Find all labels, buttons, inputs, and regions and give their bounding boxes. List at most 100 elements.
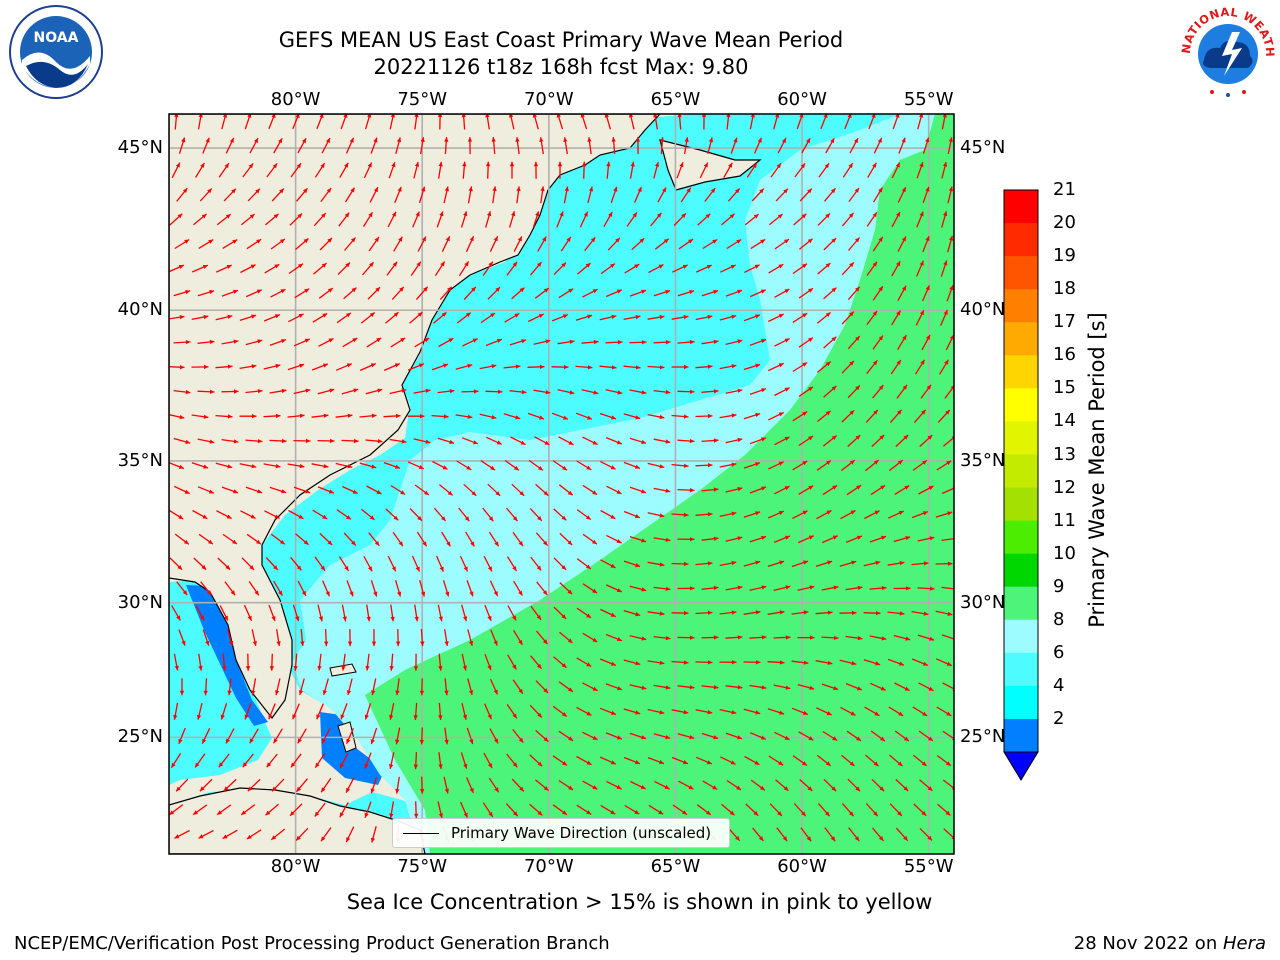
wave-vector (438, 484, 454, 496)
wave-vector (678, 780, 694, 790)
wave-vector (797, 683, 815, 690)
wave-vector (922, 235, 930, 253)
wave-vector (677, 114, 682, 130)
wave-vector (438, 337, 454, 348)
wave-vector (273, 728, 283, 744)
wave-vector (672, 264, 688, 273)
wave-vector (916, 260, 924, 277)
wave-vector (413, 161, 420, 179)
wave-vector (444, 678, 449, 696)
wave-vector (221, 438, 239, 444)
wave-vector (823, 287, 837, 300)
lon-label-bottom: 65°W (650, 856, 701, 877)
wave-vector (653, 635, 671, 641)
wave-vector (605, 732, 623, 740)
wave-vector (345, 777, 355, 793)
wave-vector (482, 261, 494, 276)
wave-vector (339, 802, 349, 818)
wave-vector (506, 261, 518, 276)
wave-vector (823, 336, 837, 349)
wave-vector (359, 363, 377, 371)
wave-vector (870, 682, 886, 691)
wave-vector (623, 413, 641, 420)
wave-vector (575, 412, 593, 420)
wave-vector (701, 289, 719, 297)
wave-vector (191, 462, 209, 469)
wave-vector (701, 585, 719, 591)
wave-vector (360, 508, 376, 521)
wave-vector (888, 459, 904, 472)
wave-vector (251, 678, 257, 696)
wave-vector (653, 289, 671, 297)
wave-vector (300, 629, 305, 647)
wave-vector (311, 363, 329, 371)
wave-vector (677, 339, 695, 345)
wave-vector (314, 753, 326, 769)
colorbar-tick: 6 (1053, 641, 1065, 663)
wave-vector (563, 137, 568, 155)
colorbar-segment (1004, 388, 1038, 422)
lon-label-top: 70°W (523, 89, 574, 110)
wave-vector (839, 560, 857, 567)
wave-vector (743, 511, 761, 518)
wave-vector (480, 312, 496, 324)
wave-vector (503, 413, 521, 420)
wave-vector (623, 708, 641, 715)
wave-vector (888, 510, 904, 519)
wave-vector (437, 801, 443, 819)
wave-vector (839, 659, 857, 666)
wave-vector (287, 463, 305, 469)
wave-vector (456, 460, 472, 471)
wave-vector (821, 535, 839, 544)
wave-vector (725, 732, 743, 740)
legend-line-icon (403, 832, 439, 834)
wave-vector (919, 827, 933, 841)
wave-vector (248, 581, 260, 596)
wave-vector (749, 437, 767, 445)
wave-vector (823, 385, 837, 398)
colorbar-tick: 12 (1053, 476, 1076, 498)
wave-vector (576, 509, 592, 521)
wave-vector (342, 337, 358, 348)
wave-vector (869, 585, 887, 591)
wave-vector (528, 459, 544, 471)
wave-vector (725, 536, 743, 542)
wave-vector (198, 829, 214, 839)
wave-vector (822, 484, 838, 496)
wave-vector (936, 754, 952, 767)
wave-vector (387, 555, 397, 572)
wave-vector (845, 635, 863, 641)
wave-vector (866, 310, 878, 325)
wave-vector (749, 585, 767, 591)
wave-vector (270, 533, 286, 545)
wave-vector (222, 239, 238, 249)
wave-vector (249, 728, 259, 744)
wave-vector (242, 753, 254, 768)
wave-vector (553, 508, 567, 521)
wave-vector (605, 340, 623, 345)
wave-vector (364, 801, 372, 819)
wave-vector (846, 730, 862, 742)
wave-vector (487, 483, 501, 497)
wave-vector (509, 114, 515, 130)
wave-vector (701, 536, 719, 541)
wave-vector (295, 827, 309, 841)
wave-vector (529, 803, 543, 816)
wave-vector (816, 754, 832, 767)
wave-vector (459, 555, 469, 572)
wave-vector (371, 629, 377, 647)
wave-vector (726, 779, 742, 791)
wave-vector (701, 339, 719, 345)
wave-vector (847, 335, 861, 350)
wave-vector (221, 339, 239, 345)
wave-vector (841, 360, 855, 374)
wave-vector (529, 507, 543, 522)
wave-vector (725, 339, 743, 346)
wave-vector (288, 313, 304, 323)
wave-vector (484, 604, 492, 622)
wave-vector (635, 137, 641, 155)
wave-vector (466, 727, 474, 745)
wave-vector (363, 555, 373, 572)
wave-vector (488, 777, 500, 793)
wave-vector (222, 653, 227, 671)
